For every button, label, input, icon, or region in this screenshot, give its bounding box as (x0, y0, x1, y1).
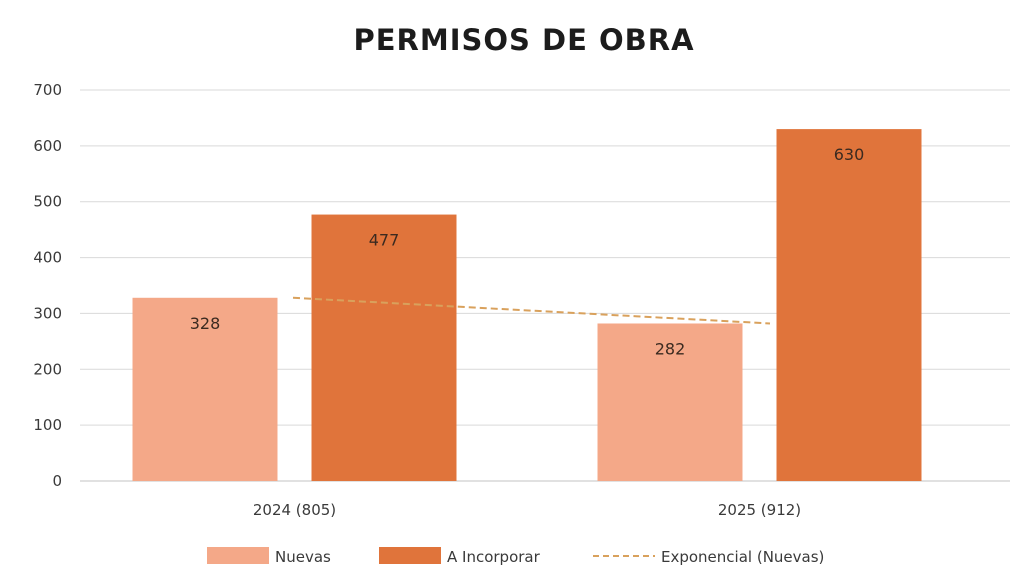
bar-nuevas-1 (597, 323, 743, 481)
x-category-label: 2025 (912) (718, 501, 801, 519)
data-label: 630 (834, 145, 865, 164)
bar-nuevas-0 (132, 297, 278, 481)
legend-swatch-0 (207, 547, 269, 564)
y-tick-label: 300 (33, 304, 62, 322)
trendline-nuevas (292, 296, 771, 325)
y-tick-label: 0 (52, 472, 62, 490)
legend-swatch-1 (379, 547, 441, 564)
data-label: 477 (369, 231, 400, 250)
y-tick-label: 100 (33, 416, 62, 434)
bar-a-incorporar-1 (776, 129, 922, 481)
data-label: 328 (190, 314, 221, 333)
y-tick-label: 600 (33, 137, 62, 155)
chart-title: PERMISOS DE OBRA (353, 23, 694, 57)
y-tick-label: 400 (33, 249, 62, 267)
y-tick-label: 700 (33, 81, 62, 99)
legend-label: A Incorporar (447, 548, 541, 566)
x-category-label: 2024 (805) (253, 501, 336, 519)
data-label: 282 (655, 339, 686, 358)
y-tick-label: 200 (33, 360, 62, 378)
y-tick-label: 500 (33, 193, 62, 211)
legend-label: Nuevas (275, 548, 331, 566)
legend-label: Exponencial (Nuevas) (661, 548, 824, 566)
bar-a-incorporar-0 (311, 214, 457, 481)
